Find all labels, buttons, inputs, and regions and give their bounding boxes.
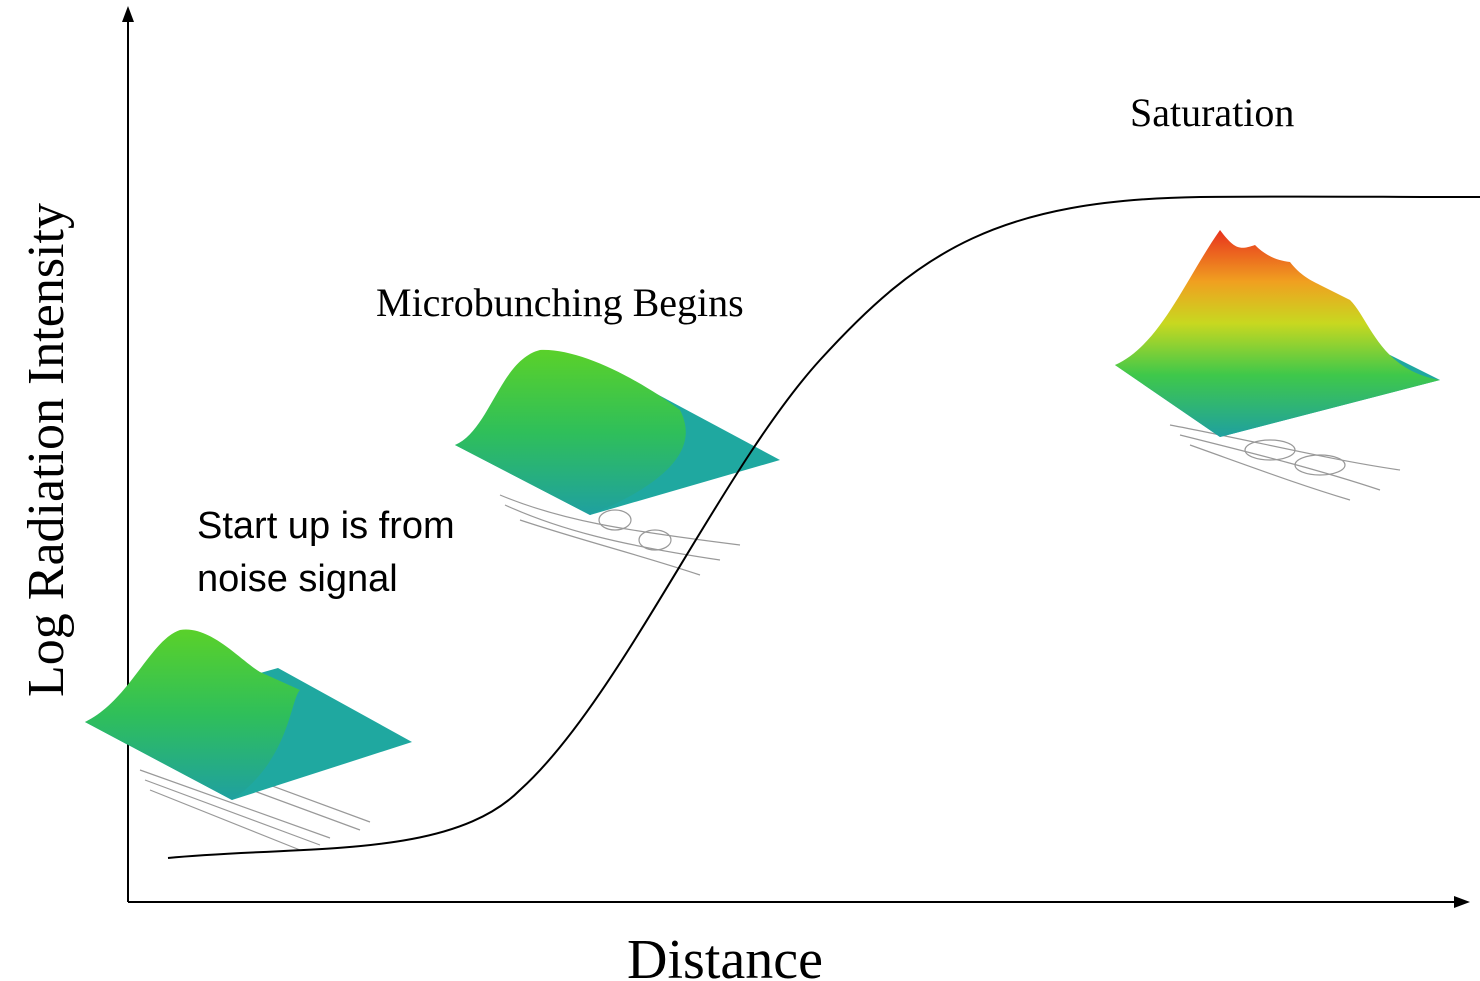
microbunching-surface — [455, 349, 780, 576]
ridge — [85, 629, 300, 800]
ridge — [455, 349, 686, 515]
contour-ring — [1294, 454, 1346, 476]
contours — [139, 751, 371, 851]
contours — [1169, 424, 1401, 501]
contours — [499, 494, 741, 576]
contour-ring — [638, 529, 672, 551]
y-axis-label: Log Radiation Intensity — [18, 203, 75, 697]
annotation: Microbunching Begins — [376, 280, 744, 325]
x-axis-label: Distance — [627, 929, 823, 981]
x-arrow — [1454, 896, 1470, 908]
y-arrow — [122, 6, 134, 22]
annotation: Saturation — [1130, 90, 1294, 135]
axes — [122, 6, 1470, 908]
saturation-surface — [1115, 230, 1440, 501]
contour-ring — [1244, 439, 1296, 461]
peaks — [1115, 230, 1440, 437]
annotation: Start up is from — [197, 505, 455, 547]
startup-surface — [85, 629, 412, 851]
contour-ring — [598, 509, 632, 531]
intensity-curve — [167, 195, 1480, 859]
annotation: noise signal — [197, 558, 398, 600]
